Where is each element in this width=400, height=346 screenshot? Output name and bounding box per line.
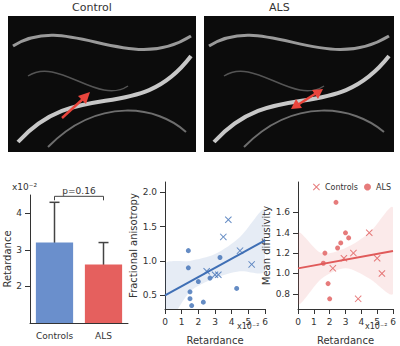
svg-text:1.5: 1.5 <box>143 222 157 232</box>
svg-text:ALS: ALS <box>95 331 112 341</box>
svg-text:6: 6 <box>262 317 268 327</box>
svg-text:1: 1 <box>311 317 317 327</box>
svg-text:Retardance: Retardance <box>186 335 243 346</box>
svg-text:1.0: 1.0 <box>276 268 291 278</box>
svg-text:4: 4 <box>358 317 364 327</box>
svg-text:6: 6 <box>390 317 396 327</box>
svg-text:3: 3 <box>16 245 22 255</box>
svg-text:3: 3 <box>343 317 349 327</box>
svg-text:5: 5 <box>374 317 380 327</box>
svg-text:Control: Control <box>72 1 112 14</box>
svg-text:Retardance: Retardance <box>2 230 13 287</box>
svg-text:Controls: Controls <box>36 331 74 341</box>
svg-text:0.8: 0.8 <box>276 289 291 299</box>
svg-text:x10⁻²: x10⁻² <box>237 321 260 331</box>
svg-text:Controls: Controls <box>325 183 358 192</box>
svg-text:Retardance: Retardance <box>317 335 374 346</box>
svg-text:2.0: 2.0 <box>143 187 158 197</box>
svg-text:ALS: ALS <box>376 183 391 192</box>
svg-text:1: 1 <box>179 317 185 327</box>
svg-text:1.0: 1.0 <box>143 256 158 266</box>
svg-text:4: 4 <box>16 208 22 218</box>
svg-text:1.4: 1.4 <box>276 228 291 238</box>
svg-text:4: 4 <box>229 317 235 327</box>
svg-text:2: 2 <box>195 317 201 327</box>
svg-text:2: 2 <box>16 281 22 291</box>
svg-text:1.2: 1.2 <box>276 248 290 258</box>
svg-text:0: 0 <box>295 317 301 327</box>
svg-text:3: 3 <box>212 317 218 327</box>
svg-text:ALS: ALS <box>269 1 290 14</box>
svg-text:Fractional anisotropy: Fractional anisotropy <box>128 193 139 298</box>
svg-text:5: 5 <box>245 317 251 327</box>
svg-text:2: 2 <box>327 317 333 327</box>
svg-text:1.6: 1.6 <box>276 207 291 217</box>
svg-text:Mean diffusivity: Mean diffusivity <box>261 205 273 286</box>
svg-text:0: 0 <box>162 317 168 327</box>
svg-text:x10⁻²: x10⁻² <box>365 321 388 331</box>
svg-text:0.5: 0.5 <box>143 290 157 300</box>
svg-text:p=0.16: p=0.16 <box>62 186 96 196</box>
svg-text:x10⁻²: x10⁻² <box>12 182 38 192</box>
